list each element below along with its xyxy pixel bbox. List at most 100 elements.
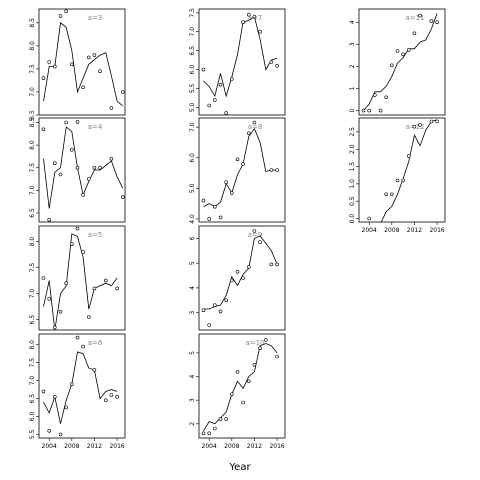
panel-2: a=75.05.56.06.57.07.5 (189, 8, 286, 116)
data-point (412, 31, 417, 36)
panel-frame (198, 8, 286, 116)
panel-title: a=9 (248, 231, 263, 239)
data-point (70, 62, 74, 67)
data-point (201, 308, 206, 313)
data-point (235, 157, 240, 162)
data-point (41, 76, 46, 80)
y-tick-label: 8.0 (29, 237, 36, 247)
panel-title: a=4 (88, 123, 103, 131)
data-point (64, 120, 68, 125)
data-point (218, 309, 223, 314)
data-point (230, 392, 234, 397)
panel-title: a=6 (88, 339, 103, 347)
x-tick-label: 2012 (247, 443, 262, 450)
y-tick-label: 2 (189, 422, 196, 426)
data-point (252, 362, 257, 367)
data-point (406, 154, 411, 158)
data-point (247, 379, 251, 384)
x-tick-label: 2016 (429, 227, 444, 234)
data-point (207, 431, 211, 436)
data-point (92, 286, 97, 291)
data-point (70, 147, 74, 152)
panel-3: a=11 0 1 2 3 4 (349, 8, 446, 116)
data-point (104, 398, 108, 403)
data-point (418, 13, 422, 18)
y-tick-label: 8.5 (29, 118, 36, 128)
data-point (429, 119, 434, 124)
x-tick-label: 2008 (224, 443, 239, 450)
y-tick-label: 1.5 (349, 162, 356, 172)
data-point (75, 226, 80, 231)
data-point (52, 394, 57, 399)
x-tick-label: 2008 (384, 227, 399, 234)
data-point (75, 120, 80, 124)
data-point (258, 240, 262, 244)
data-point (252, 120, 257, 125)
panel-1: a=3 6.5 7.0 7.5 8.0 8.5 (29, 8, 126, 124)
data-point (224, 417, 228, 421)
panel-title: a=3 (88, 14, 103, 22)
data-point (58, 172, 63, 177)
y-tick-label: 8.5 (29, 18, 36, 28)
y-tick-label: 8.0 (29, 41, 36, 51)
data-point (230, 278, 234, 283)
x-tick-label: 2004 (202, 443, 217, 450)
data-point (275, 262, 279, 267)
data-point (75, 165, 80, 170)
y-tick-label: 7.0 (29, 87, 36, 97)
y-tick-label: 5 (189, 351, 196, 355)
y-tick-label: 4 (349, 20, 356, 24)
data-point (52, 325, 57, 330)
data-point (218, 417, 223, 421)
y-tick-label: 7.5 (189, 8, 196, 18)
data-point (418, 123, 422, 127)
data-point (395, 178, 400, 183)
data-point (207, 103, 211, 108)
panel-5: a=8 4.0 5.0 6.0 7.0 (189, 117, 286, 224)
y-tick-label: 6.0 (189, 65, 196, 75)
series-line (203, 127, 278, 208)
data-point (224, 298, 228, 303)
data-point (201, 67, 206, 72)
data-point (258, 346, 262, 351)
data-point (218, 82, 223, 87)
data-point (58, 432, 63, 437)
data-point (395, 49, 400, 53)
data-point (412, 124, 417, 129)
series-line (203, 15, 278, 98)
y-tick-label: 0.0 (349, 214, 356, 224)
series-line (380, 119, 438, 222)
data-point (41, 276, 46, 280)
y-tick-label: 5.0 (189, 183, 196, 193)
y-tick-label: 6.5 (189, 46, 196, 56)
data-point (98, 165, 102, 170)
panel-frame (358, 117, 446, 223)
data-point (384, 95, 389, 100)
data-point (120, 195, 125, 199)
data-point (247, 265, 251, 269)
y-tick-label: 6.0 (189, 153, 196, 163)
data-point (75, 335, 80, 340)
panel-title: a=8 (248, 123, 263, 131)
data-point (92, 53, 97, 57)
x-tick-label: 2012 (87, 443, 102, 450)
data-point (70, 242, 74, 246)
data-point (389, 192, 394, 197)
y-tick-label: 5.0 (189, 102, 196, 112)
data-point (213, 426, 217, 431)
data-point (70, 382, 74, 387)
data-point (269, 60, 274, 64)
y-tick-label: 6.5 (29, 315, 36, 325)
panel-title: a=10 (245, 339, 264, 347)
data-point (218, 215, 223, 220)
data-point (389, 63, 394, 68)
data-point (235, 269, 240, 274)
data-point (429, 19, 434, 23)
panel-frame (38, 117, 126, 223)
data-point (58, 14, 63, 18)
y-tick-label: 5 (189, 261, 196, 265)
data-point (213, 303, 217, 308)
data-point (58, 309, 63, 314)
panel-4: a=4 6.5 7.0 7.5 8.0 8.5 (29, 117, 126, 223)
data-point (247, 12, 251, 17)
